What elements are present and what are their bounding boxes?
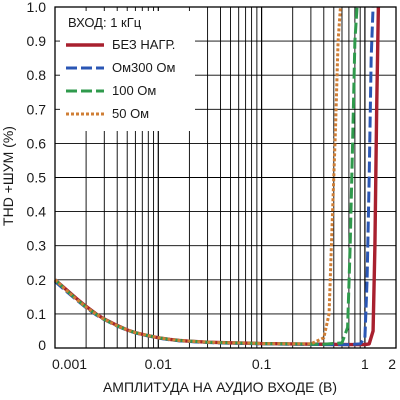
x-tick-label: 2: [388, 356, 396, 372]
y-tick-label: 0.4: [27, 204, 47, 220]
legend-entry-3: 100 Ом: [112, 83, 156, 98]
y-tick-label: 0.8: [27, 67, 47, 83]
y-tick-label: 0.5: [27, 170, 47, 186]
series-line-4: [53, 6, 342, 346]
x-tick-label: 1: [361, 356, 369, 372]
x-axis-ticks: 0.001 0.01 0.1 1 2: [52, 356, 396, 372]
x-axis-label: АМПЛИТУДА НА АУДИО ВХОДЕ (В): [103, 379, 337, 395]
series-layer: [53, 6, 381, 347]
y-axis-label: THD +ШУМ (%): [0, 126, 16, 226]
y-tick-label: 0.9: [27, 33, 47, 49]
plot-border: [54, 6, 397, 349]
legend: ВХОД: 1 кГц БЕЗ НАГР. Ом300 Ом 100 Ом 50 Ом: [60, 11, 195, 131]
legend-entry-4: 50 Ом: [112, 106, 149, 121]
y-tick-label: 1.0: [27, 0, 47, 15]
y-tick-label: 0.2: [27, 272, 47, 288]
y-tick-label: 0.7: [27, 101, 47, 117]
legend-box: [60, 11, 195, 131]
y-axis-ticks: 0 0.1 0.2 0.3 0.4 0.5 0.6 0.7 0.8 0.9 1.0: [27, 0, 47, 353]
y-tick-label: 0: [38, 337, 46, 353]
legend-title: ВХОД: 1 кГц: [68, 15, 142, 30]
legend-entry-1: БЕЗ НАГР.: [112, 37, 175, 52]
x-tick-label: 0.01: [145, 356, 172, 372]
x-tick-label: 0.001: [52, 356, 87, 372]
plot-frame: [54, 6, 397, 349]
y-tick-label: 0.3: [27, 238, 47, 254]
legend-entry-2: Ом300 Ом: [112, 60, 175, 75]
y-tick-label: 0.1: [27, 306, 47, 322]
x-tick-label: 0.1: [252, 356, 272, 372]
y-tick-label: 0.6: [27, 135, 47, 151]
